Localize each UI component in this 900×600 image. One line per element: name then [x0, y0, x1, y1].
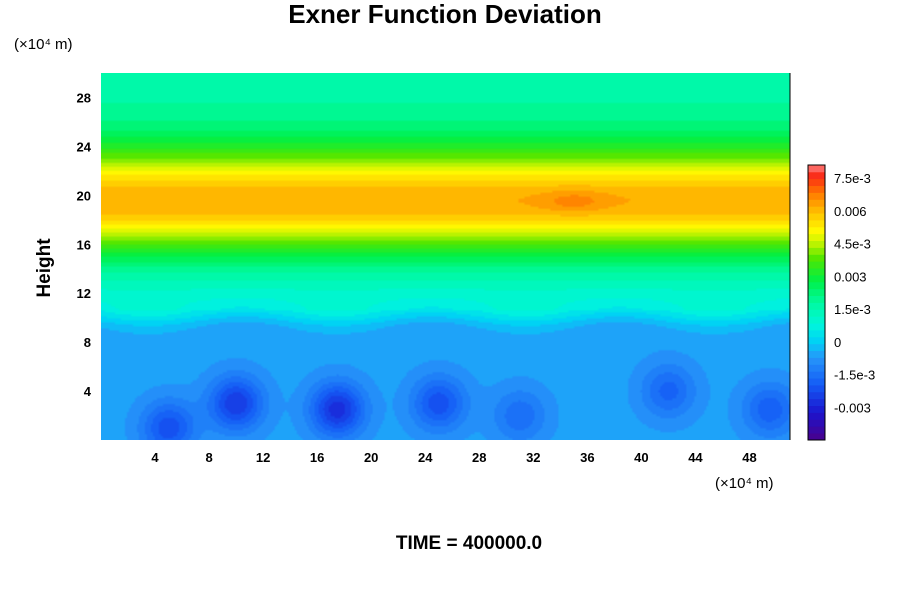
- colorbar-level: [808, 336, 825, 345]
- colorbar-level: [808, 178, 825, 187]
- colorbar: [807, 164, 826, 441]
- x-tick-label: 40: [634, 450, 648, 465]
- y-tick-label: 28: [77, 90, 91, 105]
- colorbar-tick-label: 0.006: [834, 204, 867, 219]
- colorbar-level: [808, 343, 825, 352]
- colorbar-frame: [807, 164, 826, 441]
- colorbar-level: [808, 275, 825, 283]
- colorbar-level: [808, 295, 825, 303]
- y-tick-label: 8: [84, 335, 91, 350]
- colorbar-level: [808, 233, 825, 242]
- colorbar-tick-label: -1.5e-3: [834, 368, 875, 383]
- colorbar-level: [808, 398, 825, 407]
- x-tick-label: 16: [310, 450, 324, 465]
- y-unit-label: (×10⁴ m): [14, 36, 73, 53]
- colorbar-level: [808, 309, 825, 317]
- colorbar-tick-label: 1.5e-3: [834, 302, 871, 317]
- colorbar-level: [808, 426, 825, 434]
- colorbar-level: [808, 247, 825, 255]
- y-ticks: 4 8 12 16 20 24 28: [77, 90, 92, 399]
- time-label: TIME = 400000.0: [396, 533, 542, 554]
- x-tick-label: 44: [688, 450, 703, 465]
- colorbar-level: [808, 254, 825, 262]
- colorbar-level: [808, 316, 825, 324]
- colorbar-level: [808, 288, 825, 297]
- colorbar-level: [808, 364, 825, 372]
- x-ticks: 4 8 12 16 20 24 28 32 36 40 44 48: [151, 450, 756, 465]
- x-tick-label: 4: [151, 450, 159, 465]
- x-tick-label: 24: [418, 450, 433, 465]
- colorbar-level: [808, 302, 825, 310]
- colorbar-tick-label: -0.003: [834, 400, 871, 415]
- x-unit-label: (×10⁴ m): [715, 475, 774, 492]
- colorbar-level: [808, 378, 825, 386]
- colorbar-level: [808, 165, 825, 173]
- colorbar-level: [808, 226, 825, 235]
- x-tick-label: 36: [580, 450, 594, 465]
- colorbar-level: [808, 433, 825, 441]
- colorbar-level: [808, 405, 825, 413]
- colorbar-level: [808, 412, 825, 420]
- colorbar-level: [808, 330, 825, 338]
- y-tick-label: 12: [77, 286, 91, 301]
- x-tick-label: 28: [472, 450, 486, 465]
- colorbar-level: [808, 171, 825, 180]
- colorbar-level: [808, 220, 825, 228]
- x-tick-label: 12: [256, 450, 270, 465]
- colorbar-tick-label: 0.003: [834, 269, 867, 284]
- colorbar-level: [808, 206, 825, 214]
- plot-area: [101, 73, 791, 440]
- colorbar-level: [808, 419, 825, 427]
- colorbar-ticks: 7.5e-3 0.006 4.5e-3 0.003 1.5e-3 0 -1.5e-3 -0.0…: [834, 171, 875, 415]
- y-tick-label: 4: [84, 384, 92, 399]
- x-tick-label: 20: [364, 450, 378, 465]
- colorbar-level: [808, 261, 825, 269]
- y-tick-label: 16: [77, 237, 91, 252]
- colorbar-level: [808, 385, 825, 393]
- colorbar-level: [808, 268, 825, 276]
- colorbar-level: [808, 199, 825, 207]
- y-tick-label: 24: [77, 139, 92, 154]
- colorbar-tick-label: 7.5e-3: [834, 171, 871, 186]
- x-tick-label: 32: [526, 450, 540, 465]
- y-tick-label: 20: [77, 188, 91, 203]
- colorbar-level: [808, 185, 825, 193]
- colorbar-level: [808, 192, 825, 200]
- colorbar-tick-label: 4.5e-3: [834, 237, 871, 252]
- x-tick-label: 48: [742, 450, 756, 465]
- x-tick-label: 8: [205, 450, 212, 465]
- colorbar-level: [808, 371, 825, 379]
- colorbar-tick-label: 0: [834, 335, 841, 350]
- chart-title: Exner Function Deviation: [288, 0, 602, 29]
- colorbar-level: [808, 240, 825, 248]
- colorbar-level: [808, 357, 825, 365]
- colorbar-level: [808, 281, 825, 290]
- colorbar-level: [808, 391, 825, 400]
- colorbar-level: [808, 213, 825, 221]
- colorbar-level: [808, 350, 825, 358]
- y-axis-label: Height: [34, 238, 55, 298]
- colorbar-level: [808, 323, 825, 331]
- contour-field: [101, 73, 790, 440]
